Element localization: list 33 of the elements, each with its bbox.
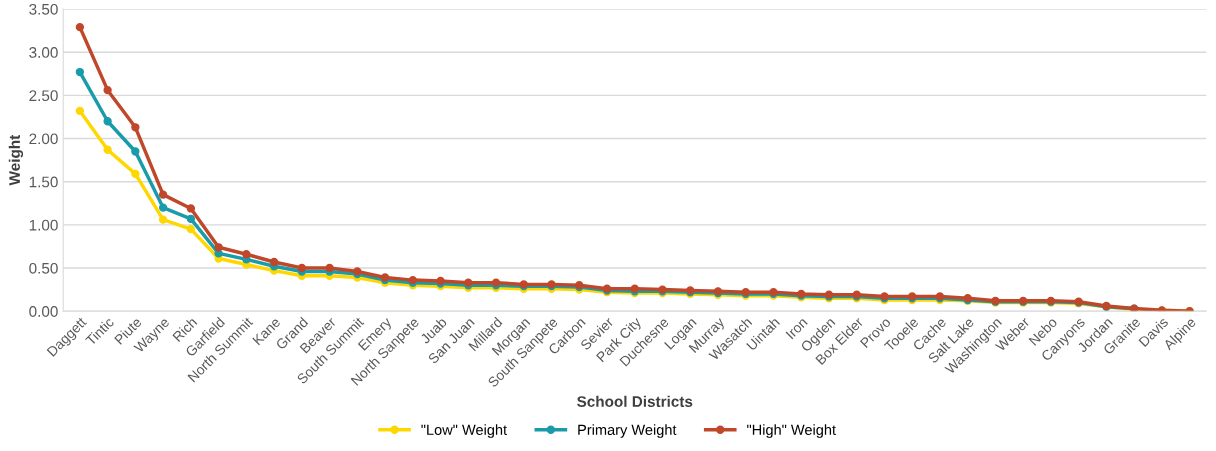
y-tick-label: 2.50 <box>29 90 58 102</box>
point <box>158 190 168 199</box>
point <box>242 250 251 259</box>
point <box>75 106 85 116</box>
point <box>297 263 306 273</box>
point <box>75 22 85 32</box>
point <box>131 147 140 156</box>
legend-label: "Low" Weight <box>421 424 507 438</box>
point <box>186 204 196 213</box>
point <box>325 263 334 273</box>
point <box>158 203 168 212</box>
point <box>158 215 168 224</box>
point <box>75 67 85 77</box>
point <box>131 123 140 132</box>
y-axis-title: Weight <box>8 134 24 186</box>
point <box>186 214 196 223</box>
point <box>131 169 140 179</box>
y-tick-label: 1.00 <box>29 219 58 231</box>
point <box>269 257 279 267</box>
y-tick-label: 2.00 <box>29 133 58 145</box>
y-tick-label: 0.00 <box>29 306 58 317</box>
y-tick-label: 0.50 <box>29 262 58 274</box>
point <box>186 225 196 234</box>
legend-label: "High" Weight <box>747 424 836 438</box>
legend-label: Primary Weight <box>578 424 677 438</box>
y-tick-label: 1.50 <box>29 176 58 188</box>
point <box>103 86 112 95</box>
point <box>214 243 223 252</box>
point <box>103 145 112 154</box>
y-tick-label: 3.00 <box>29 47 58 58</box>
x-axis-title: School Districts <box>577 395 693 407</box>
y-tick-label: 3.50 <box>29 3 58 15</box>
point <box>103 117 112 126</box>
